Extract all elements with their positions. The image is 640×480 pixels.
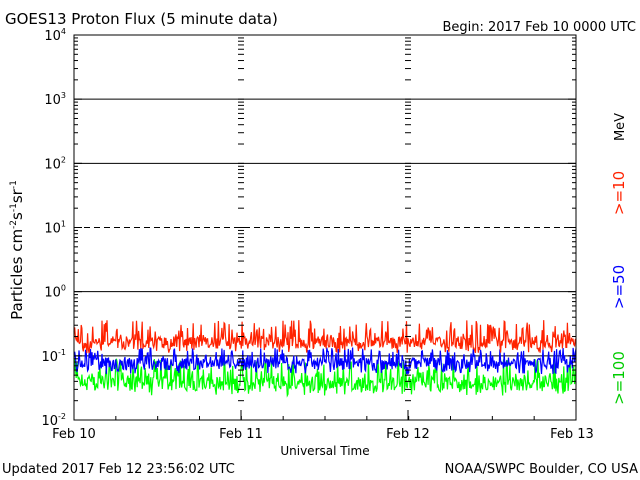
y-tick-label-1: 103 <box>44 91 66 108</box>
y-tick-label-4: 100 <box>44 284 66 301</box>
y-axis-label: Particles cm-2s-1sr-1 <box>8 180 26 320</box>
plot-frame <box>73 34 577 421</box>
credit-label: NOAA/SWPC Boulder, CO USA <box>445 462 638 477</box>
x-axis-label: Universal Time <box>280 444 369 458</box>
y-tick-label-3: 101 <box>44 220 66 237</box>
y-axis-label-sup3: -1 <box>9 180 19 189</box>
begin-label: Begin: 2017 Feb 10 0000 UTC <box>442 20 636 35</box>
x-tick-label-feb-12: Feb 12 <box>386 427 430 442</box>
y-axis-label-sup2: -1 <box>9 203 19 212</box>
series-line-0 <box>73 320 577 354</box>
x-tick-label-feb-11: Feb 11 <box>219 427 263 442</box>
legend-series-100: >=100 <box>610 351 628 405</box>
plot-area <box>73 34 577 421</box>
axis-ticks <box>73 37 577 421</box>
units-label: MeV <box>613 113 628 141</box>
legend-series-10: >=10 <box>610 171 628 215</box>
y-axis-label-sup1: -2 <box>9 220 19 229</box>
chart-title: GOES13 Proton Flux (5 minute data) <box>5 10 278 28</box>
y-tick-label-6: 10-2 <box>41 412 66 429</box>
threshold-lines <box>74 98 576 357</box>
series-line-2 <box>73 358 577 398</box>
series-layer <box>73 320 577 398</box>
x-tick-label-feb-13: Feb 13 <box>550 427 594 442</box>
updated-timestamp: Updated 2017 Feb 12 23:56:02 UTC <box>2 462 235 477</box>
x-tick-label-feb-10: Feb 10 <box>52 427 96 442</box>
legend-series-50: >=50 <box>610 265 628 309</box>
x-tick-labels: Feb 10 Feb 11 Feb 12 Feb 13 <box>52 427 594 442</box>
series-line-1 <box>73 347 577 376</box>
y-tick-label-2: 102 <box>44 155 66 172</box>
y-axis-label-main: Particles cm <box>8 229 26 320</box>
y-axis-label-mid1: s <box>8 212 26 220</box>
y-tick-labels: 104 103 102 101 100 10-1 10-2 <box>41 27 66 429</box>
y-tick-label-0: 104 <box>44 27 66 44</box>
y-tick-label-5: 10-1 <box>41 348 66 365</box>
y-axis-label-mid2: sr <box>8 188 26 203</box>
